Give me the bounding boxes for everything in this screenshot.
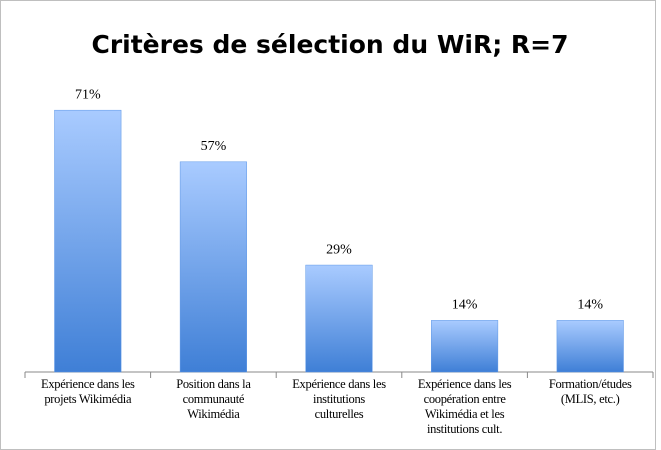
x-tick-label: Position dans la communauté Wikimédia <box>176 377 251 421</box>
bar <box>179 161 247 373</box>
x-tick-label: Expérience dans les coopération entre Wi… <box>417 377 512 436</box>
x-tick-label: Expérience dans les institutions culture… <box>292 377 386 421</box>
chart-title: Critères de sélection du WiR; R=7 <box>91 30 568 59</box>
bar <box>431 320 499 373</box>
data-label: 57% <box>201 139 227 154</box>
x-tick-label: Expérience dans les projets Wikimédia <box>41 377 135 406</box>
data-label: 14% <box>452 298 478 313</box>
data-label: 14% <box>577 298 603 313</box>
data-label: 29% <box>326 242 352 257</box>
data-label: 71% <box>75 87 101 102</box>
bar <box>305 264 373 373</box>
bar <box>556 320 624 373</box>
x-tick-label: Formation/études (MLIS, etc.) <box>548 377 632 406</box>
bar <box>54 109 122 373</box>
